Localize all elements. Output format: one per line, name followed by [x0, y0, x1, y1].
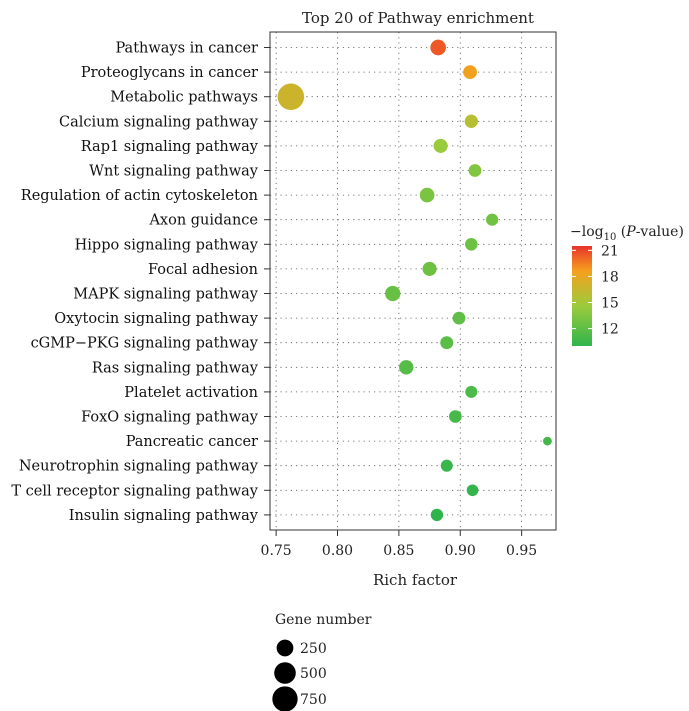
data-point — [466, 484, 479, 497]
color-bar-ticks: 21 18 15 12 — [572, 243, 619, 338]
y-tick-label: MAPK signaling pathway — [73, 287, 259, 303]
color-legend-title-italic: P — [625, 224, 636, 240]
data-point — [430, 508, 444, 522]
color-legend-title-close: -value) — [636, 224, 684, 240]
data-point — [277, 83, 305, 110]
x-tick-label: 0.75 — [261, 543, 292, 559]
x-tick-label: 0.90 — [445, 543, 476, 559]
data-point — [433, 138, 448, 153]
y-tick-label: Hippo signaling pathway — [75, 237, 259, 253]
data-point — [385, 285, 401, 302]
color-legend: −log10 (P-value) 21 18 15 12 — [570, 224, 684, 346]
color-bar — [572, 246, 592, 346]
data-point — [430, 39, 446, 56]
y-tick-label: Insulin signaling pathway — [69, 508, 259, 524]
data-point — [440, 459, 453, 472]
color-legend-title: −log10 (P-value) — [570, 224, 684, 243]
y-tick-label: T cell receptor signaling pathway — [11, 483, 258, 499]
y-tick-label: FoxO signaling pathway — [81, 410, 259, 426]
x-axis-label: Rich factor — [373, 571, 458, 589]
size-legend-title: Gene number — [275, 612, 372, 628]
color-bar-tick-label: 21 — [601, 243, 619, 259]
data-point — [463, 65, 477, 79]
y-tick-label: Neurotrophin signaling pathway — [19, 459, 259, 475]
y-tick-label: Wnt signaling pathway — [89, 164, 259, 180]
size-legend-dot — [274, 662, 296, 684]
y-tick-label: Axon guidance — [148, 213, 258, 229]
plot-frame — [269, 31, 557, 531]
data-points — [277, 39, 552, 522]
data-point — [452, 311, 466, 325]
x-tick-label: 0.80 — [322, 543, 353, 559]
grid — [270, 32, 556, 530]
data-point — [465, 238, 478, 251]
data-point — [543, 436, 552, 446]
data-point — [468, 164, 482, 177]
data-point — [422, 261, 437, 276]
y-axis-labels: Pathways in cancer Proteoglycans in cance… — [11, 41, 270, 524]
color-legend-title-open: ( — [616, 224, 626, 240]
size-legend: Gene number 250 500 750 — [272, 612, 372, 711]
color-legend-title-prefix: −log — [570, 224, 604, 240]
color-bar-tick-label: 18 — [601, 269, 619, 285]
y-tick-label: cGMP−PKG signaling pathway — [31, 336, 259, 352]
y-tick-label: Focal adhesion — [148, 262, 258, 278]
y-tick-label: Ras signaling pathway — [92, 360, 259, 376]
y-tick-label: Metabolic pathways — [110, 90, 258, 106]
color-bar-tick-label: 15 — [601, 296, 619, 312]
size-legend-dot — [272, 686, 298, 711]
data-point — [440, 336, 454, 350]
size-legend-items: 250 500 750 — [272, 639, 327, 711]
data-point — [465, 385, 478, 398]
y-tick-label: Oxytocin signaling pathway — [54, 311, 259, 327]
y-tick-label: Platelet activation — [124, 385, 258, 401]
color-legend-title-subscript: 10 — [604, 232, 617, 243]
color-bar-tick-label: 12 — [601, 322, 619, 338]
size-legend-label: 750 — [300, 692, 327, 708]
y-tick-label: Rap1 signaling pathway — [81, 139, 259, 155]
size-legend-label: 250 — [300, 641, 327, 657]
size-legend-label: 500 — [300, 666, 327, 682]
chart-title: Top 20 of Pathway enrichment — [302, 9, 534, 27]
data-point — [419, 187, 435, 203]
x-axis: 0.75 0.80 0.85 0.90 0.95 — [261, 530, 537, 559]
y-tick-label: Proteoglycans in cancer — [81, 65, 258, 81]
y-tick-label: Pancreatic cancer — [126, 434, 258, 450]
data-point — [464, 114, 478, 128]
size-legend-dot — [276, 639, 294, 657]
data-point — [399, 360, 414, 375]
y-tick-label: Regulation of actin cytoskeleton — [21, 188, 258, 204]
x-tick-label: 0.85 — [383, 543, 414, 559]
data-point — [486, 213, 499, 226]
data-point — [449, 410, 462, 423]
y-tick-label: Calcium signaling pathway — [59, 114, 259, 130]
y-tick-label: Pathways in cancer — [115, 41, 258, 57]
x-tick-label: 0.95 — [506, 543, 537, 559]
